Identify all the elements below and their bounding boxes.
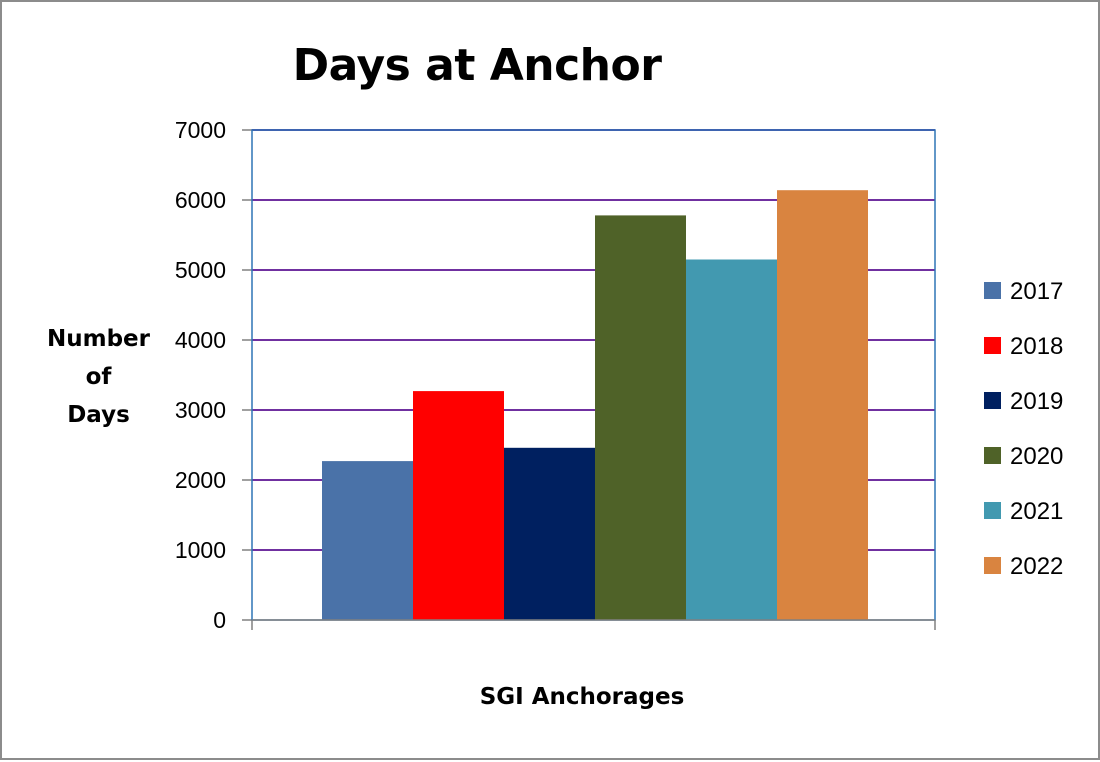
x-axis-label: SGI Anchorages — [479, 684, 685, 710]
y-axis-label-line: Number — [47, 326, 150, 352]
bar-2017 — [322, 461, 413, 620]
bar-2021 — [686, 259, 777, 620]
y-tick-label: 5000 — [175, 257, 226, 283]
legend-label: 2022 — [1010, 553, 1063, 580]
chart-title: Days at Anchor — [292, 40, 662, 91]
legend-swatch-2017 — [984, 282, 1001, 299]
legend-label: 2019 — [1010, 388, 1063, 415]
y-tick-label: 1000 — [175, 537, 226, 563]
bar-2020 — [595, 215, 686, 620]
y-tick-label: 0 — [213, 607, 226, 633]
y-tick-label: 2000 — [175, 467, 226, 493]
bar-2022 — [777, 190, 868, 620]
legend-label: 2021 — [1010, 498, 1063, 525]
legend-swatch-2018 — [984, 337, 1001, 354]
y-tick-label: 7000 — [175, 117, 226, 143]
y-tick-label: 4000 — [175, 327, 226, 353]
bar-2019 — [504, 447, 595, 620]
legend-label: 2020 — [1010, 443, 1063, 470]
legend-swatch-2019 — [984, 392, 1001, 409]
bar-2018 — [413, 391, 504, 620]
y-tick-label: 6000 — [175, 187, 226, 213]
legend-label: 2018 — [1010, 333, 1063, 360]
y-axis-label: Number of Days — [36, 320, 161, 434]
legend-label: 2017 — [1010, 278, 1063, 305]
y-axis-label-line: Days — [67, 402, 130, 428]
y-axis-label-line: of — [85, 364, 112, 390]
legend-swatch-2022 — [984, 557, 1001, 574]
legend-swatch-2020 — [984, 447, 1001, 464]
legend-swatch-2021 — [984, 502, 1001, 519]
y-tick-label: 3000 — [175, 397, 226, 423]
